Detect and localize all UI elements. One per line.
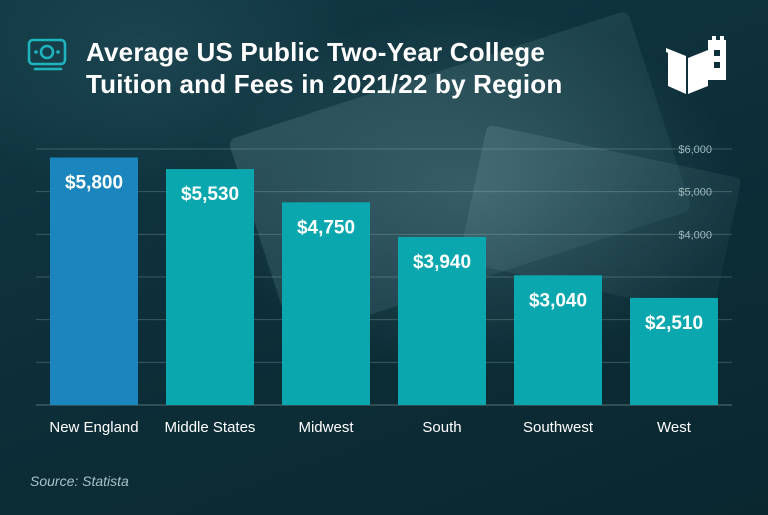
y-axis-ticks: $4,000 $5,000 $6,000 xyxy=(678,144,712,241)
category-label: South xyxy=(422,419,461,436)
bar-midwest xyxy=(282,202,370,405)
chart-title: Average US Public Two-Year College Tuiti… xyxy=(86,36,562,100)
gridlines xyxy=(36,148,732,406)
value-label: $4,750 xyxy=(297,217,355,238)
bar-new-england xyxy=(50,157,138,405)
value-label: $5,800 xyxy=(65,173,123,194)
bar-west xyxy=(630,297,718,405)
value-label: $3,040 xyxy=(529,290,587,311)
bar-southwest xyxy=(514,275,602,405)
category-label: Middle States xyxy=(165,419,256,436)
category-label: New England xyxy=(49,419,138,436)
chart-title-line2: Tuition and Fees in 2021/22 by Region xyxy=(86,69,563,99)
x-axis-labels: New England Middle States Midwest South Sout… xyxy=(49,419,691,436)
chart-title-line1: Average US Public Two-Year College xyxy=(86,37,546,67)
value-label: $5,530 xyxy=(181,184,239,205)
category-label: West xyxy=(657,419,692,436)
bars xyxy=(50,157,718,405)
value-labels: $5,800 $5,530 $4,750 $3,940 $3,040 $2,510 xyxy=(65,173,703,334)
value-label: $2,510 xyxy=(645,313,703,334)
category-label: Midwest xyxy=(298,419,354,436)
y-tick-label: $4,000 xyxy=(678,229,712,241)
book-building-logo xyxy=(666,36,726,94)
y-tick-label: $6,000 xyxy=(678,144,712,156)
y-tick-label: $5,000 xyxy=(678,187,712,199)
source-note: Source: Statista xyxy=(30,473,129,489)
value-label: $3,940 xyxy=(413,252,471,273)
category-label: Southwest xyxy=(523,419,594,436)
money-icon xyxy=(27,38,67,71)
bar-south xyxy=(398,236,486,405)
bar-middle-states xyxy=(166,169,254,405)
